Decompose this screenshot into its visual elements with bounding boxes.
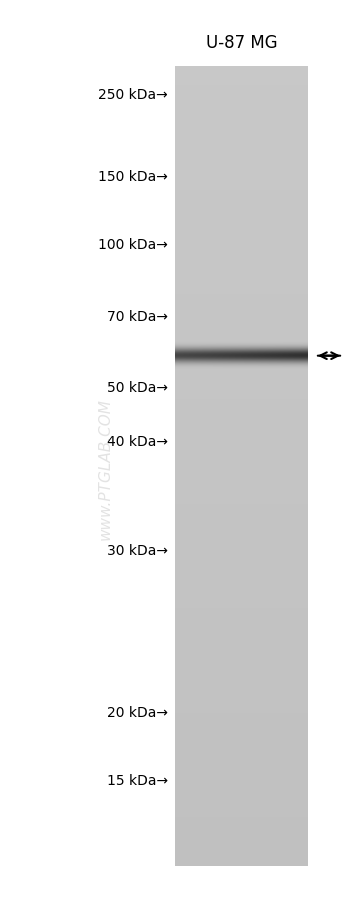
Text: U-87 MG: U-87 MG: [206, 34, 277, 52]
Text: 250 kDa→: 250 kDa→: [98, 87, 168, 102]
Text: 150 kDa→: 150 kDa→: [98, 170, 168, 184]
Text: www.PTGLAB.COM: www.PTGLAB.COM: [98, 398, 112, 540]
Text: 100 kDa→: 100 kDa→: [98, 237, 168, 252]
Text: 30 kDa→: 30 kDa→: [107, 543, 168, 557]
Text: 40 kDa→: 40 kDa→: [107, 435, 168, 449]
Text: 50 kDa→: 50 kDa→: [107, 381, 168, 395]
Text: 20 kDa→: 20 kDa→: [107, 705, 168, 720]
Text: 15 kDa→: 15 kDa→: [107, 773, 168, 787]
Text: 70 kDa→: 70 kDa→: [107, 309, 168, 324]
